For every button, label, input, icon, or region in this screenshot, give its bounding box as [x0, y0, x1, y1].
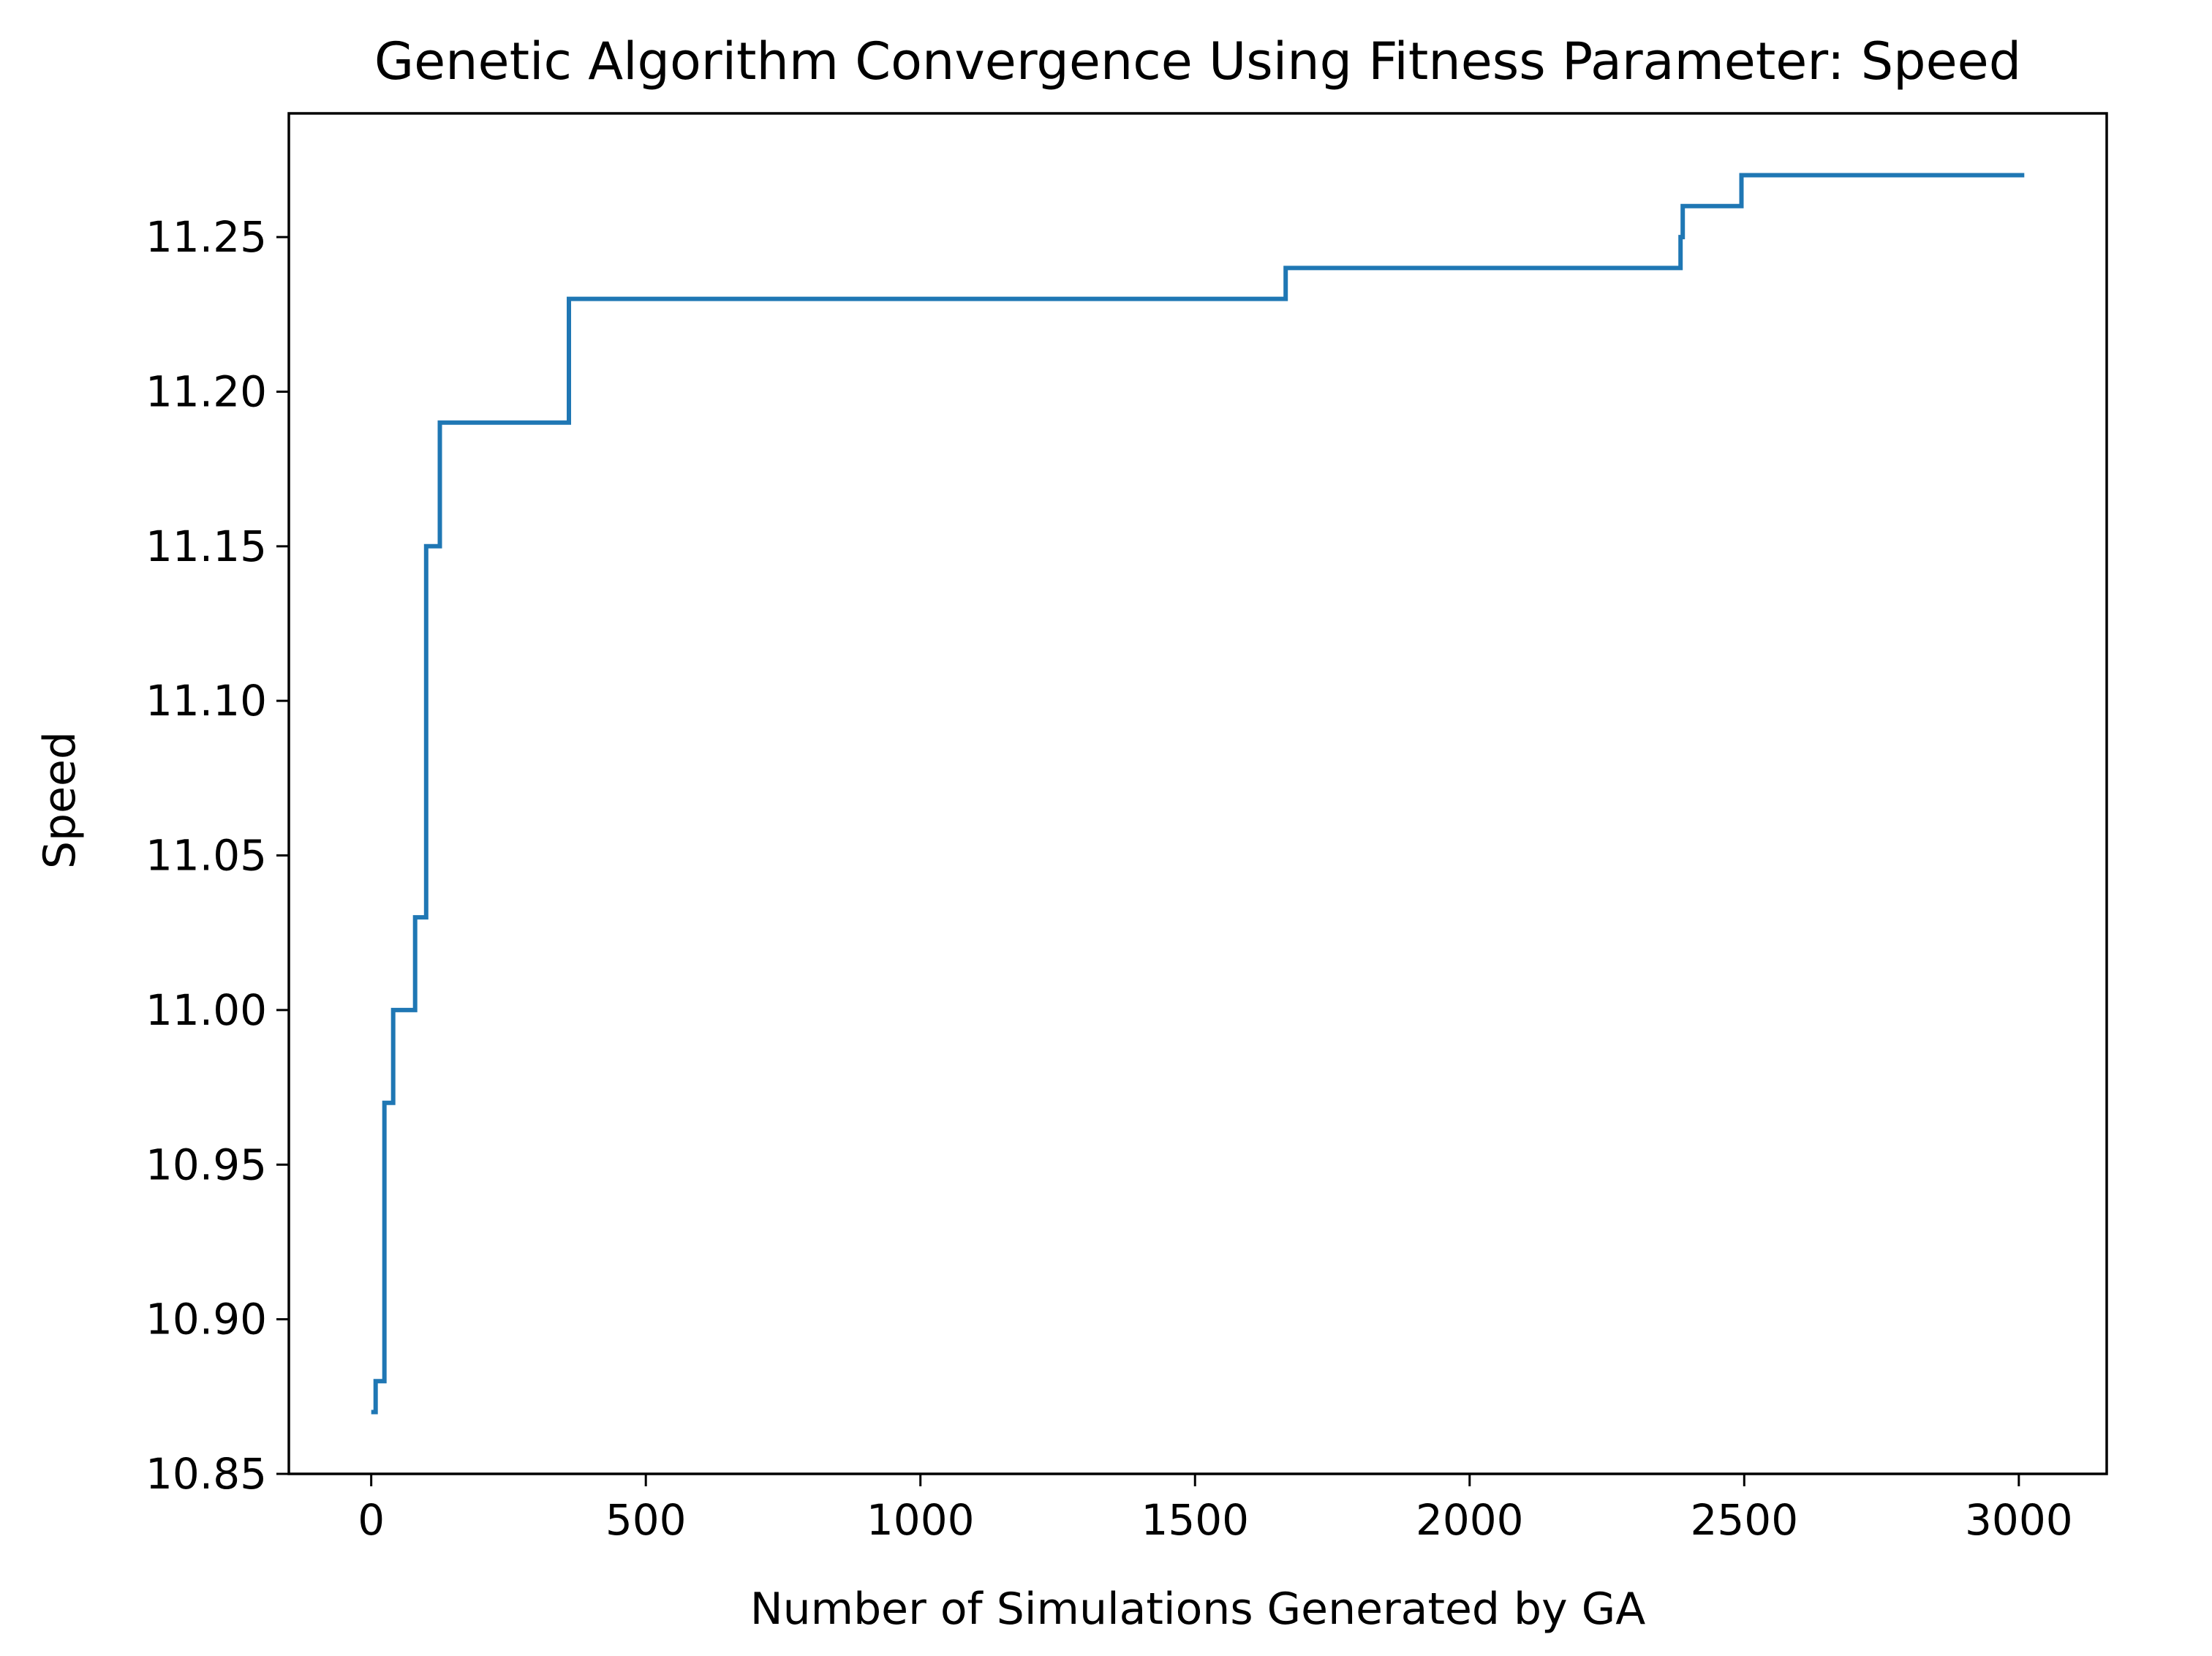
y-tick-label: 11.15: [146, 522, 267, 571]
y-tick-label: 10.85: [146, 1449, 267, 1499]
y-tick-label: 11.25: [146, 212, 267, 262]
plot-area: [371, 173, 2025, 1415]
x-tick-label: 2000: [1416, 1495, 1524, 1545]
y-tick-label: 11.20: [146, 366, 267, 416]
chart-title: Genetic Algorithm Convergence Using Fitn…: [374, 31, 2021, 91]
y-tick-label: 11.00: [146, 985, 267, 1035]
x-axis: 0 500 1000 1500 2000 2500 3000: [358, 1474, 2073, 1545]
y-tick-label: 10.95: [146, 1140, 267, 1189]
x-tick-label: 0: [358, 1495, 385, 1545]
y-tick-label: 11.10: [146, 676, 267, 726]
x-tick-label: 500: [605, 1495, 687, 1545]
y-axis: 10.85 10.90 10.95 11.00 11.05 11.10 11.15 11.20…: [146, 212, 289, 1499]
y-axis-label: Speed: [34, 731, 86, 869]
series-line-speed: [371, 173, 2025, 1415]
x-tick-label: 3000: [1965, 1495, 2073, 1545]
y-tick-label: 10.90: [146, 1295, 267, 1344]
x-tick-label: 1500: [1141, 1495, 1249, 1545]
y-tick-label: 11.05: [146, 831, 267, 881]
x-tick-label: 2500: [1690, 1495, 1798, 1545]
x-tick-label: 1000: [867, 1495, 975, 1545]
plot-frame: [287, 112, 2108, 1475]
x-axis-label: Number of Simulations Generated by GA: [750, 1584, 1646, 1635]
